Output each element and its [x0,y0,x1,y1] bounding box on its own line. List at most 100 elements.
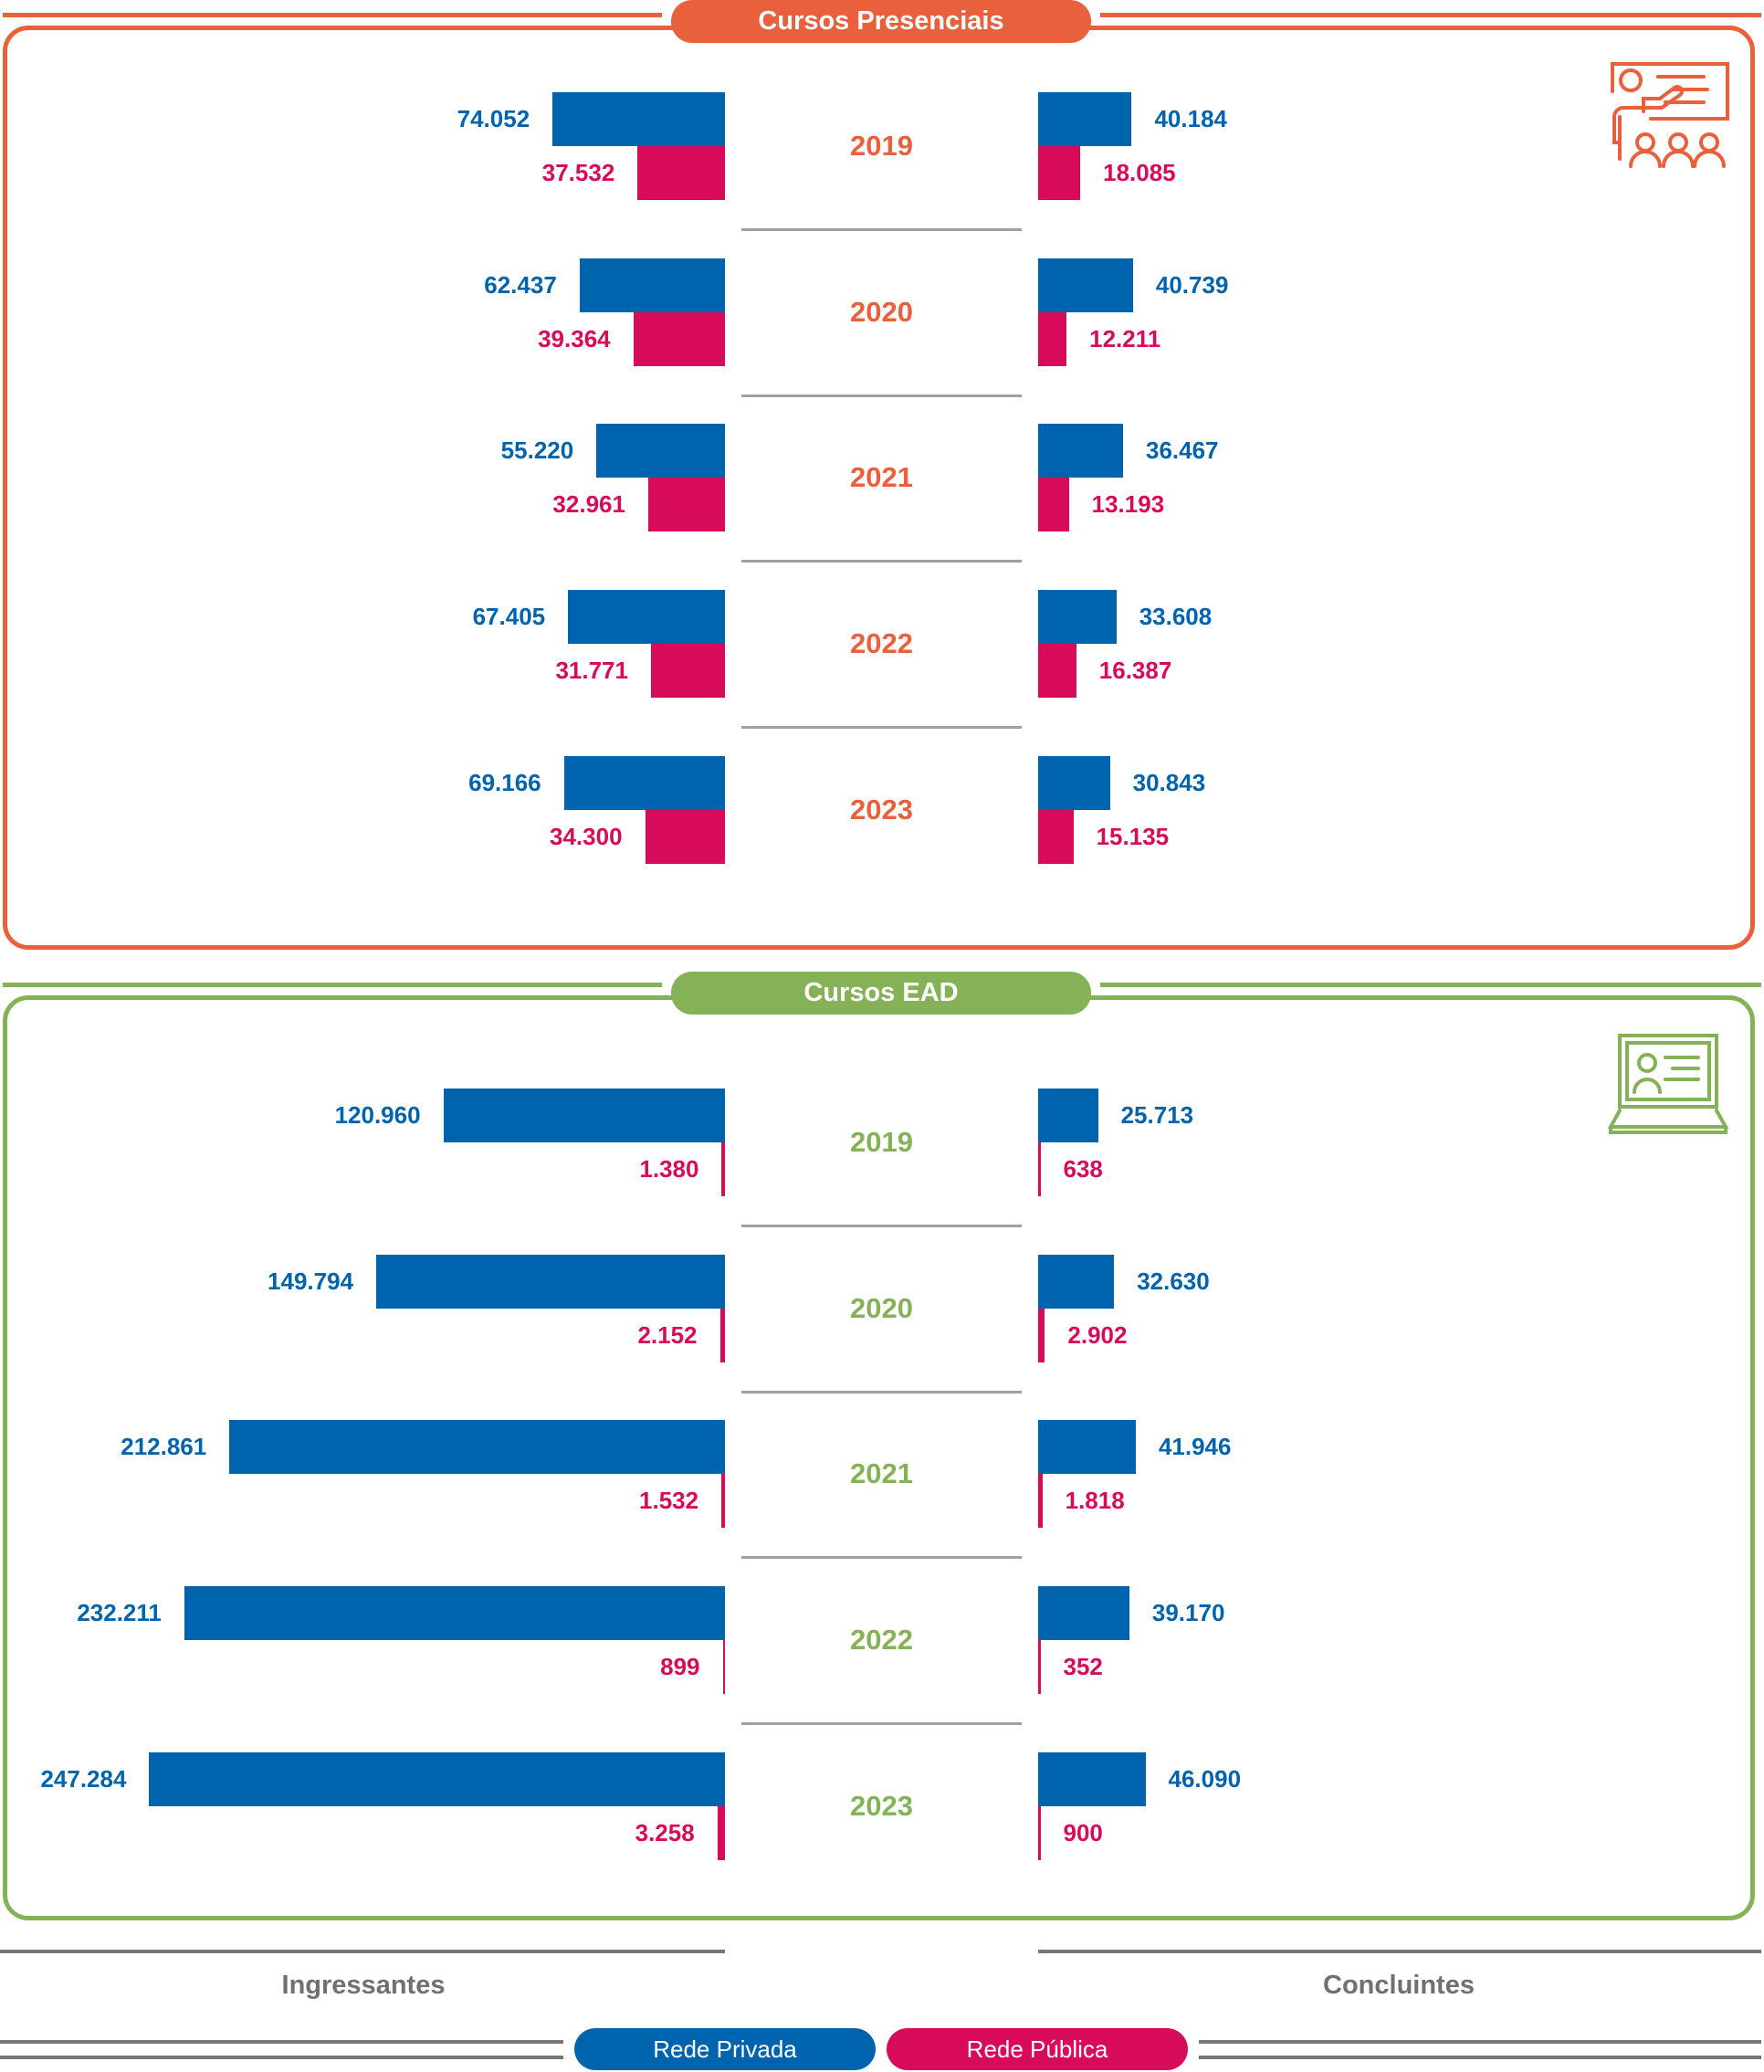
concluintes-privada-value: 32.630 [1137,1267,1210,1295]
legend-rede-privada: Rede Privada [574,2028,876,2070]
ingressantes-publica-value: 39.364 [538,324,611,352]
concluintes-publica-value: 638 [1063,1155,1103,1183]
concluintes-privada-value: 40.184 [1154,105,1227,132]
ingressantes-privada-bar [229,1420,725,1475]
concluintes-publica-value: 13.193 [1091,490,1165,519]
concluintes-publica-bar [1038,1640,1041,1695]
ingressantes-privada-value: 67.405 [472,603,546,631]
ingressantes-publica-value: 31.771 [555,657,628,685]
legend-rede-publica: Rede Pública [887,2028,1188,2070]
ingressantes-publica-bar [637,146,725,200]
legend-line-right-1 [1199,2040,1761,2044]
legend-line-right-2 [1199,2056,1761,2059]
ingressantes-publica-value: 34.300 [550,822,623,850]
ingressantes-privada-value: 55.220 [500,436,574,465]
concluintes-privada-bar [1038,1751,1146,1806]
ingressantes-publica-bar [721,1474,725,1529]
presencial-header-line-left [3,13,662,17]
ingressantes-privada-bar [443,1089,725,1142]
concluintes-privada-bar [1038,1586,1129,1641]
ingressantes-privada-value: 212.861 [121,1433,207,1461]
legend-line-left-2 [0,2056,563,2059]
year-label: 2019 [850,1126,913,1158]
presencial-title: Cursos Presenciais [671,0,1091,43]
ead-header-line-left [3,983,662,987]
concluintes-privada-value: 25.713 [1120,1101,1194,1129]
ingressantes-privada-value: 74.052 [457,105,530,132]
ingressantes-publica-value: 1.380 [639,1155,699,1183]
concluintes-publica-value: 352 [1063,1653,1103,1681]
row-separator [741,1556,1022,1560]
ead-header-line-right [1100,983,1761,987]
concluintes-publica-value: 18.085 [1103,159,1176,186]
concluintes-publica-bar [1038,1308,1045,1362]
ingressantes-privada-value: 247.284 [40,1764,127,1793]
year-label: 2020 [850,295,913,328]
ingressantes-publica-value: 37.532 [541,159,615,186]
year-label: 2023 [850,1789,913,1822]
ingressantes-label: Ingressantes [281,1971,446,2000]
row-separator [741,560,1022,563]
ingressantes-privada-bar [563,755,725,810]
ingressantes-publica-value: 1.532 [639,1487,699,1515]
ingressantes-privada-value: 62.437 [484,270,557,299]
concluintes-publica-value: 15.135 [1096,822,1170,850]
concluintes-line [1038,1950,1761,1953]
concluintes-publica-bar [1038,1474,1043,1529]
row-separator [741,394,1022,397]
ingressantes-privada-value: 120.960 [334,1101,421,1129]
ingressantes-privada-bar [579,258,725,312]
row-separator [741,1722,1022,1726]
row-separator [741,228,1022,231]
ingressantes-publica-bar [647,478,725,532]
year-label: 2022 [850,1624,913,1657]
concluintes-publica-bar [1038,478,1069,532]
concluintes-privada-bar [1038,258,1133,312]
concluintes-publica-bar [1038,146,1081,200]
concluintes-privada-value: 40.739 [1155,270,1229,299]
concluintes-publica-bar [1038,644,1076,699]
concluintes-privada-bar [1038,755,1110,810]
ingressantes-publica-value: 2.152 [637,1320,698,1349]
ingressantes-publica-bar [717,1805,725,1860]
year-label: 2021 [850,461,913,494]
year-label: 2019 [850,130,913,162]
ingressantes-publica-bar [721,1142,725,1196]
presencial-header-line-right [1100,13,1761,17]
concluintes-privada-bar [1038,1254,1115,1309]
ingressantes-publica-value: 3.258 [635,1818,695,1846]
year-label: 2020 [850,1291,913,1324]
ingressantes-privada-value: 69.166 [468,768,541,796]
ingressantes-privada-bar [184,1586,725,1641]
row-separator [741,726,1022,730]
concluintes-publica-value: 16.387 [1098,657,1172,685]
concluintes-privada-bar [1038,424,1123,479]
concluintes-publica-value: 12.211 [1089,324,1161,352]
concluintes-privada-value: 39.170 [1151,1599,1225,1627]
concluintes-privada-value: 41.946 [1158,1433,1232,1461]
ingressantes-line [0,1950,725,1953]
year-label: 2021 [850,1457,913,1490]
ingressantes-publica-bar [719,1308,725,1362]
ingressantes-publica-value: 32.961 [552,490,625,519]
ingressantes-publica-bar [650,644,725,699]
year-label: 2023 [850,793,913,826]
ingressantes-privada-bar [568,590,725,645]
laptop-online-class-icon [1607,1034,1729,1134]
concluintes-privada-bar [1038,1089,1098,1142]
teacher-presentation-icon [1611,62,1729,168]
ingressantes-publica-value: 899 [660,1653,700,1681]
ingressantes-privada-bar [596,424,725,479]
concluintes-privada-value: 36.467 [1145,436,1219,465]
concluintes-publica-value: 900 [1063,1818,1103,1846]
ingressantes-privada-value: 149.794 [268,1267,354,1295]
ingressantes-privada-bar [552,92,725,146]
concluintes-publica-bar [1038,1142,1041,1196]
legend-line-left-1 [0,2040,563,2044]
concluintes-privada-bar [1038,1420,1136,1475]
ingressantes-privada-bar [376,1254,725,1309]
ead-title: Cursos EAD [671,972,1091,1015]
concluintes-publica-value: 2.902 [1067,1320,1128,1349]
concluintes-publica-bar [1038,1805,1041,1860]
ingressantes-publica-bar [645,809,725,864]
